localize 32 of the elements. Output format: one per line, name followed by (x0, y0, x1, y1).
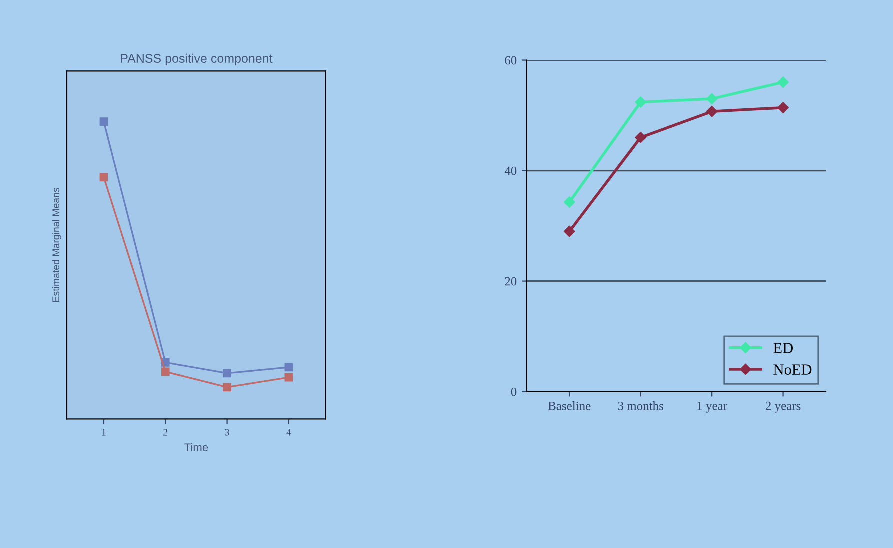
point (778, 76, 789, 88)
point (706, 93, 718, 105)
point (284, 373, 294, 382)
point (635, 96, 646, 108)
legend-label: ED (774, 343, 793, 354)
y-tick-label: 20 (505, 277, 517, 286)
point (778, 102, 789, 114)
point (223, 383, 232, 392)
point (284, 363, 294, 372)
x-tick-label: 3 (225, 429, 230, 436)
point (564, 226, 576, 238)
x-tick-label: 3 months (618, 402, 664, 410)
x-tick-label: 4 (286, 429, 292, 436)
point (635, 132, 646, 144)
point (100, 173, 108, 182)
x-axis-title: Time (184, 443, 208, 452)
point (100, 118, 108, 126)
x-tick-label: 1 (102, 429, 106, 436)
x-tick-label: 1 year (698, 402, 728, 413)
y-tick-label: 60 (505, 56, 517, 65)
y-tick-label: 40 (504, 166, 517, 176)
y-tick-label: 0 (511, 388, 517, 396)
x-tick-label: Baseline (548, 402, 591, 410)
legend-label: NoED (774, 364, 812, 375)
chart-title: PANSS positive component (121, 54, 273, 66)
point (564, 196, 576, 208)
y-axis-title: Estimated Marginal Means (52, 188, 62, 302)
x-tick-label: 2 (164, 429, 168, 436)
point (161, 368, 170, 376)
point (706, 106, 718, 118)
point (223, 369, 232, 378)
x-tick-label: 2 years (766, 402, 801, 413)
